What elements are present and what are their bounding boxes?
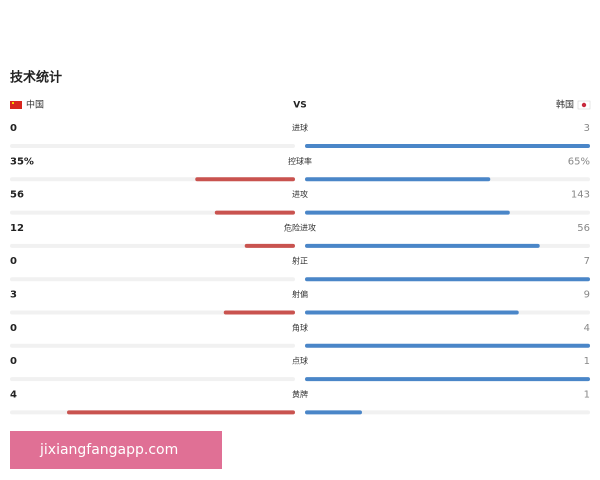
track <box>10 277 295 282</box>
home-bar <box>67 410 295 415</box>
flag-home <box>10 101 22 109</box>
home-value: 3 <box>10 290 17 301</box>
away-value: 9 <box>584 290 590 301</box>
away-value: 4 <box>584 323 590 334</box>
track <box>10 377 295 382</box>
away-value: 56 <box>577 223 590 234</box>
home-bar <box>244 243 295 248</box>
watermark-box <box>10 431 222 469</box>
home-bar <box>195 177 295 182</box>
away-value: 65% <box>568 156 590 167</box>
home-value: 0 <box>10 256 17 267</box>
away-value: 1 <box>584 389 590 400</box>
home-value: 0 <box>10 323 17 334</box>
away-bar <box>305 377 590 382</box>
away-value: 1 <box>584 356 590 367</box>
flag-star <box>12 102 14 104</box>
team-home: 中国 <box>26 99 44 111</box>
away-bar <box>305 210 510 215</box>
home-value: 56 <box>10 190 24 201</box>
watermark: jixiangfangapp.com <box>39 442 178 458</box>
track <box>10 144 295 148</box>
stat-name: 控球率 <box>288 156 312 166</box>
stat-name: 进攻 <box>292 189 308 199</box>
stat-name: 射偏 <box>292 289 308 299</box>
home-bar <box>223 310 295 315</box>
track <box>10 310 295 315</box>
stat-name: 危险进攻 <box>284 222 316 232</box>
team-away: 韩国 <box>556 99 574 111</box>
flag-emblem <box>581 102 587 108</box>
home-value: 12 <box>10 223 24 234</box>
stat-name: 黄牌 <box>292 389 308 399</box>
track <box>305 410 590 415</box>
away-bar <box>305 343 590 348</box>
home-value: 0 <box>10 123 17 134</box>
home-value: 4 <box>10 389 17 400</box>
track <box>10 343 295 348</box>
away-bar <box>305 243 540 248</box>
away-value: 7 <box>584 256 590 267</box>
stat-name: 射正 <box>292 256 308 266</box>
vs-label: VS <box>293 101 306 111</box>
track <box>10 243 295 248</box>
home-value: 35% <box>10 156 34 167</box>
stat-name: 进球 <box>292 123 308 133</box>
stat-name: 角球 <box>292 322 308 332</box>
home-value: 0 <box>10 356 17 367</box>
away-bar <box>305 177 491 182</box>
away-value: 143 <box>571 190 590 201</box>
away-bar <box>305 410 362 415</box>
away-value: 3 <box>584 123 590 134</box>
home-bar <box>214 210 295 215</box>
away-bar <box>305 144 590 148</box>
away-bar <box>305 310 519 315</box>
title: 技术统计 <box>10 70 62 86</box>
away-bar <box>305 277 590 282</box>
stat-name: 点球 <box>292 356 308 366</box>
